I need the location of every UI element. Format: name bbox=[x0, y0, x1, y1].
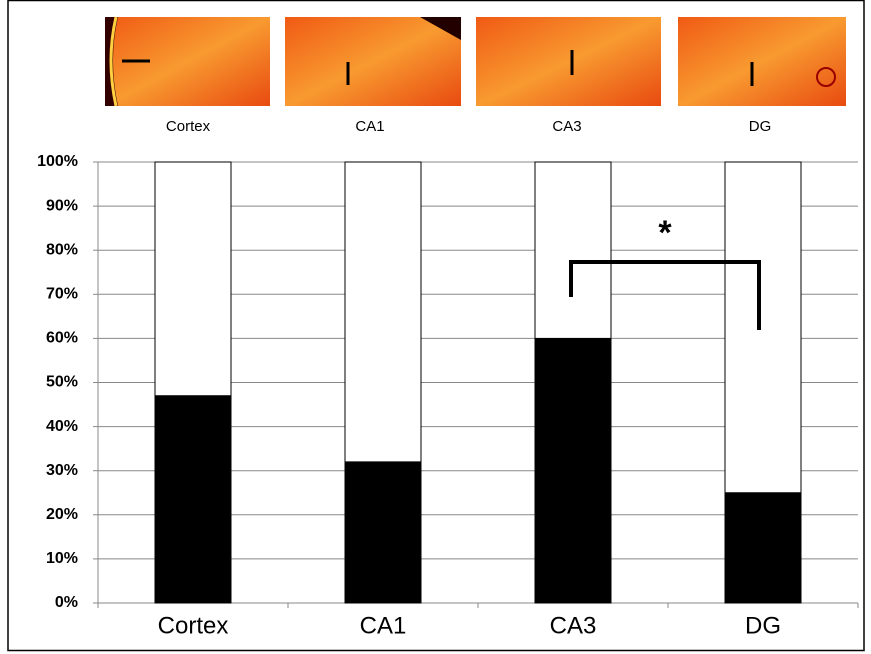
y-tick-label: 50% bbox=[46, 374, 78, 391]
bar-segment bbox=[345, 462, 421, 603]
y-tick-label: 90% bbox=[46, 197, 78, 214]
bar-segment bbox=[155, 162, 231, 396]
y-tick-label: 30% bbox=[46, 462, 78, 479]
thumbnail bbox=[476, 17, 661, 106]
x-tick-label: Cortex bbox=[158, 612, 229, 639]
bar-segment bbox=[725, 493, 801, 603]
bar-segment bbox=[535, 162, 611, 338]
bar-segment bbox=[345, 162, 421, 462]
x-tick-label: DG bbox=[745, 612, 781, 639]
panel-label: DG bbox=[749, 118, 772, 135]
thumbnail bbox=[678, 17, 846, 106]
panel-label: Cortex bbox=[166, 118, 211, 135]
page: Cortex CA1 CA3 DG 0% 10% 20% 30% 40% 50% 60% 70… bbox=[0, 0, 871, 654]
thumbnail bbox=[285, 17, 461, 106]
y-tick-label: 80% bbox=[46, 241, 78, 258]
thumbnails bbox=[105, 17, 846, 106]
panel-label: CA1 bbox=[355, 118, 384, 135]
annotation: * bbox=[658, 214, 672, 252]
y-tick-label: 0% bbox=[55, 594, 78, 611]
y-tick-label: 60% bbox=[46, 330, 78, 347]
y-tick-label: 10% bbox=[46, 550, 78, 567]
chart: Cortex CA1 CA3 DG 0% 10% 20% 30% 40% 50% 60% 70… bbox=[0, 0, 871, 654]
bar-segment bbox=[155, 396, 231, 603]
x-tick-label: CA3 bbox=[550, 612, 597, 639]
bar-segment bbox=[535, 338, 611, 603]
panel-label: CA3 bbox=[552, 118, 581, 135]
y-tick-label: 20% bbox=[46, 506, 78, 523]
y-tick-label: 40% bbox=[46, 418, 78, 435]
y-tick-label: 100% bbox=[37, 153, 78, 170]
x-tick-label: CA1 bbox=[360, 612, 407, 639]
bar-segment bbox=[725, 162, 801, 493]
y-tick-label: 70% bbox=[46, 286, 78, 303]
